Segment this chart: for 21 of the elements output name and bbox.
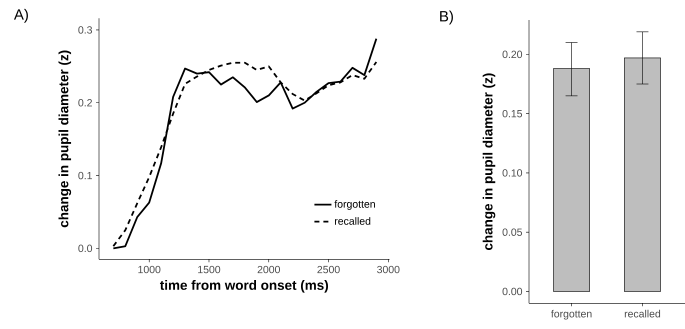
y-tick-label: 0.2 (78, 99, 92, 106)
y-tick-label: 0.00 (502, 288, 522, 296)
y-tick-label: 0.15 (502, 110, 522, 118)
y-tick-label: 0.3 (78, 26, 92, 34)
y-tick-label: 0.20 (502, 50, 522, 58)
y-tick-label: 0.0 (78, 244, 92, 252)
x-tick-label: 1500 (198, 266, 220, 274)
x-tick-label: 1000 (138, 266, 160, 274)
legend-label: forgotten (334, 200, 375, 210)
x-tick-label: 3000 (377, 266, 400, 274)
y-tick-label: 0.05 (502, 228, 522, 236)
legend-label: recalled (335, 217, 370, 225)
chart-title: A) (14, 8, 28, 23)
y-tick-label: 0.10 (502, 169, 522, 177)
y-axis-title: change in pupil diameter (z) (482, 73, 496, 250)
x-axis-title: time from word onset (ms) (160, 280, 328, 293)
y-tick-label: 0.1 (78, 172, 92, 180)
x-tick-label: 2500 (317, 266, 340, 274)
x-tick-label: 2000 (258, 266, 280, 274)
chart-title: B) (440, 10, 453, 24)
y-axis-title: change in pupil diameter (z) (58, 50, 72, 228)
